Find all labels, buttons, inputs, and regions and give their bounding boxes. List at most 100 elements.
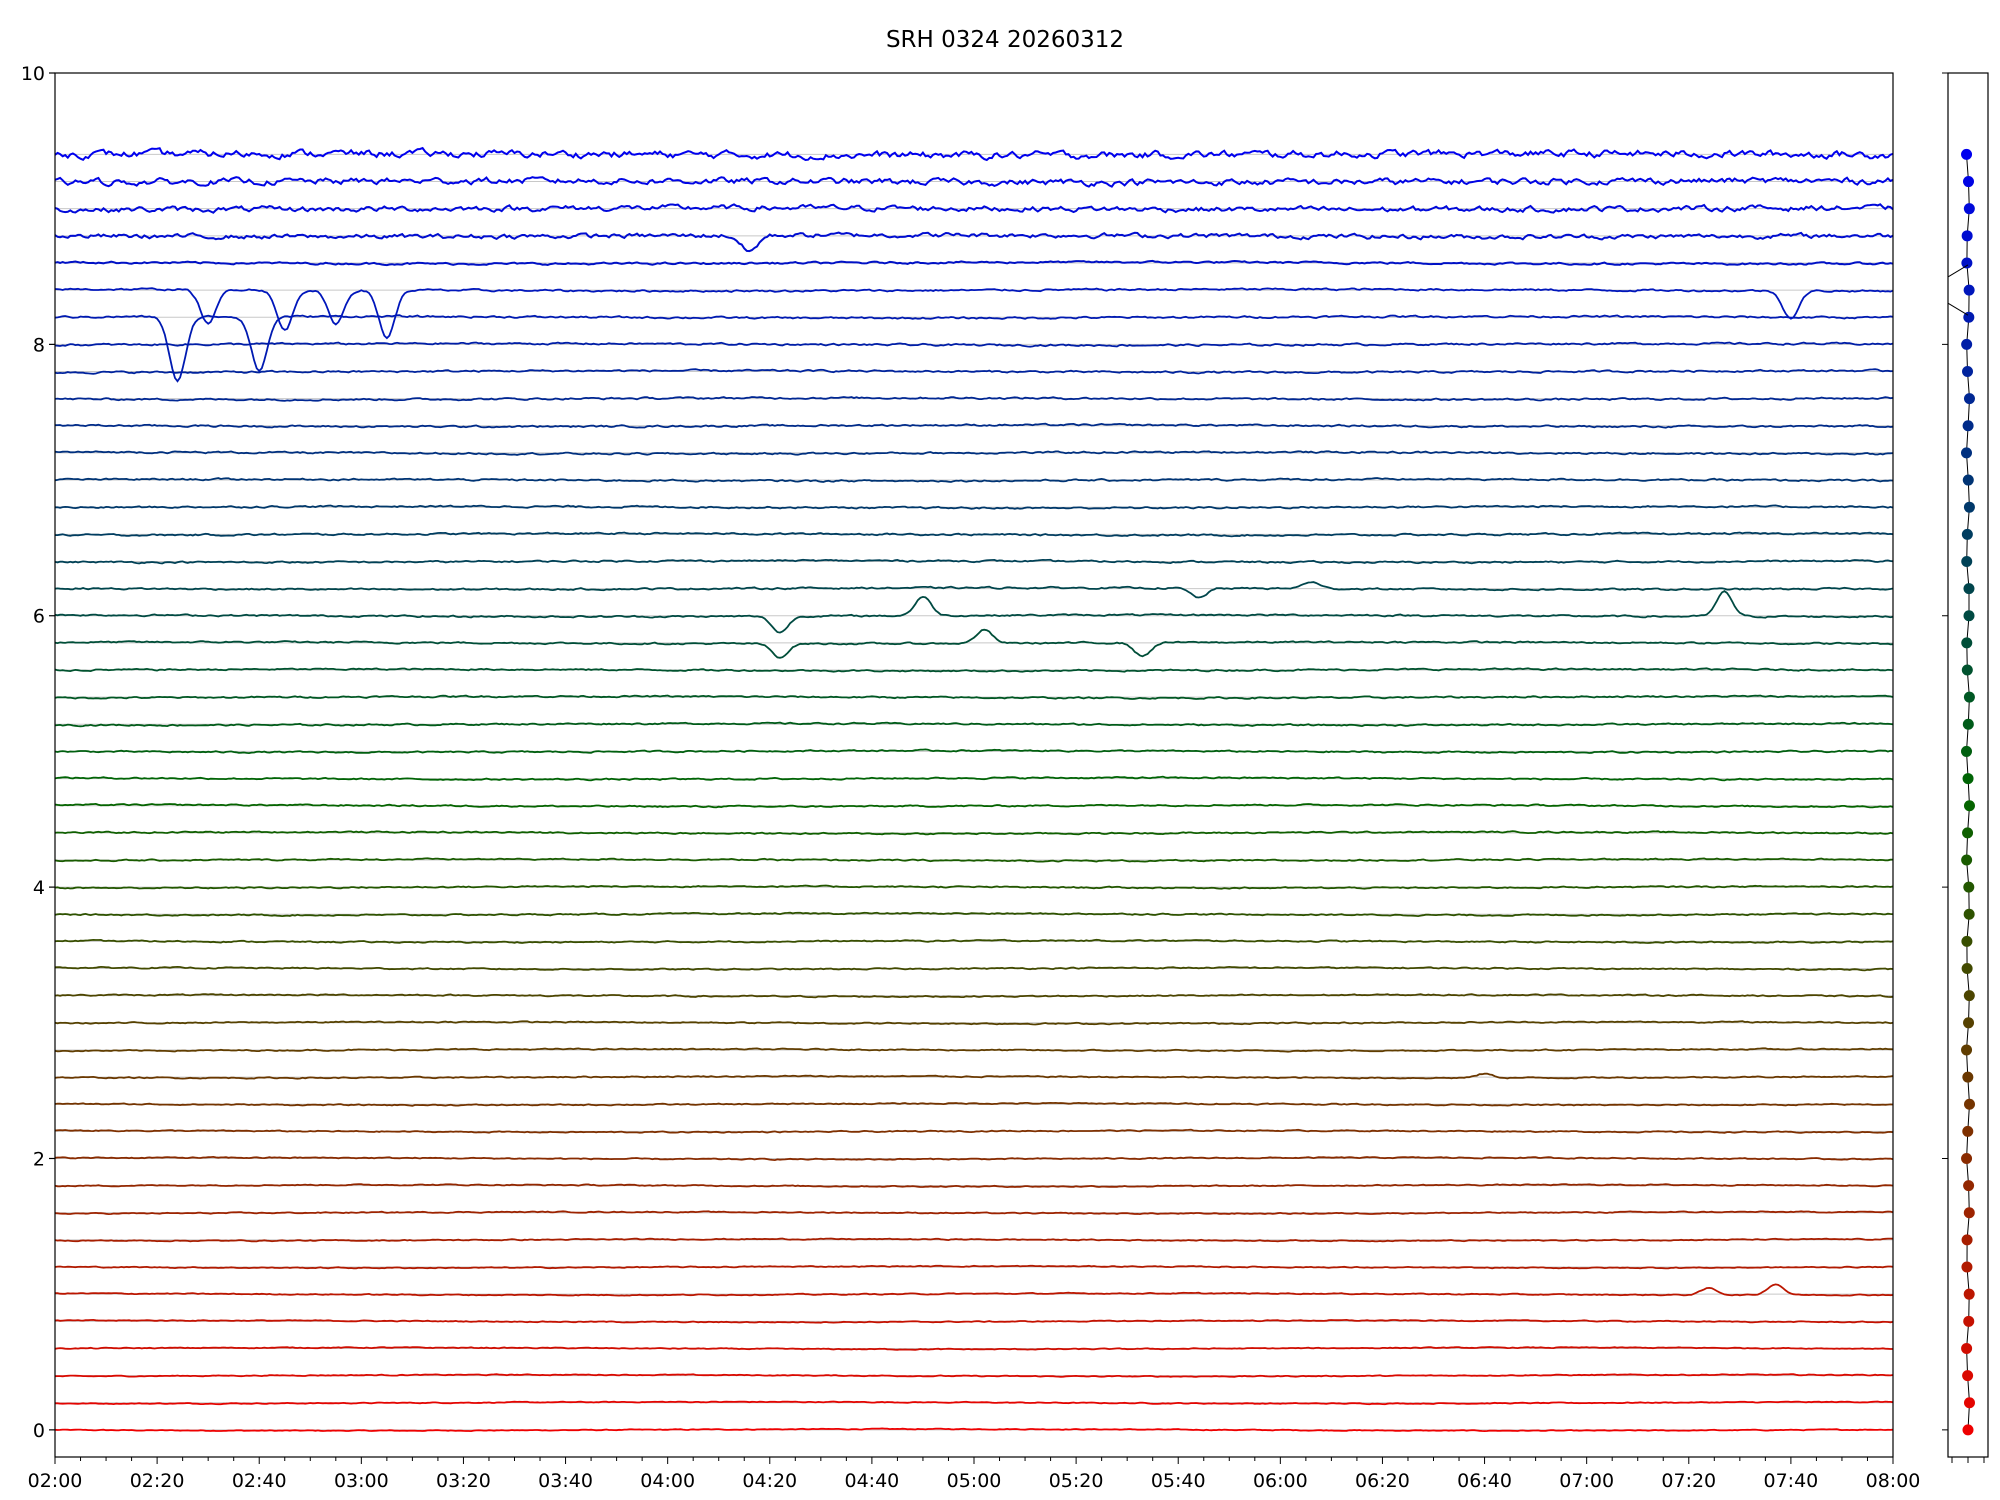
trace-line — [54, 1210, 1894, 1216]
trace-line — [54, 590, 1894, 634]
side-dot — [1961, 745, 1973, 757]
side-dot — [1963, 501, 1975, 513]
trace-line — [54, 368, 1894, 375]
trace-line — [54, 938, 1894, 944]
side-dot — [1963, 990, 1975, 1002]
y-tick-label: 6 — [33, 606, 45, 628]
side-dot — [1963, 610, 1975, 622]
side-dot — [1963, 881, 1975, 893]
side-dot — [1963, 1315, 1975, 1327]
trace-line — [54, 1237, 1894, 1243]
trace-line — [54, 1427, 1894, 1433]
trace-line — [54, 911, 1894, 918]
side-dot — [1961, 338, 1973, 350]
trace-line — [54, 857, 1894, 863]
side-dot — [1963, 800, 1975, 812]
side-dot — [1963, 1207, 1975, 1219]
trace-line — [54, 694, 1894, 700]
trace-line — [54, 1183, 1894, 1189]
y-tick-label: 2 — [33, 1148, 45, 1170]
trace-line — [54, 259, 1894, 267]
trace-line — [54, 1318, 1894, 1324]
trace-line — [54, 721, 1894, 728]
trace-line — [54, 341, 1894, 348]
trace-line — [55, 531, 1894, 538]
side-dot — [1962, 420, 1974, 432]
plot-frame — [54, 72, 1894, 1458]
y-tick-label: 0 — [33, 1420, 45, 1442]
side-dot — [1961, 1044, 1973, 1056]
trace-line — [54, 314, 1894, 383]
x-tick-label: 06:00 — [1253, 1470, 1308, 1492]
x-tick-label: 04:40 — [845, 1470, 900, 1492]
side-dot — [1963, 176, 1974, 188]
side-dot — [1963, 583, 1975, 595]
x-tick-label: 05:40 — [1151, 1470, 1206, 1492]
trace-line — [54, 231, 1894, 253]
x-tick-label: 05:00 — [947, 1470, 1002, 1492]
trace-line — [54, 558, 1894, 565]
trace-line — [55, 1400, 1894, 1406]
side-dot — [1962, 366, 1974, 378]
side-dot — [1963, 691, 1975, 703]
trace-line — [54, 396, 1894, 402]
trace-line — [54, 1155, 1894, 1162]
side-dot — [1961, 854, 1973, 866]
x-tick-label: 04:20 — [742, 1470, 797, 1492]
trace-line — [54, 993, 1894, 999]
chart-title: SRH 0324 20260312 — [886, 27, 1124, 53]
trace-line — [54, 1128, 1894, 1134]
side-dot — [1962, 1125, 1974, 1137]
trace-line — [54, 176, 1894, 188]
trace-line — [54, 422, 1894, 429]
side-dot — [1963, 393, 1975, 405]
trace-line — [54, 450, 1894, 456]
side-dot — [1963, 1098, 1975, 1110]
side-dot — [1962, 474, 1974, 486]
trace-line — [55, 504, 1894, 510]
x-tick-label: 03:20 — [436, 1470, 491, 1492]
x-tick-label: 06:40 — [1457, 1470, 1512, 1492]
side-dot — [1961, 528, 1973, 540]
side-plot — [1942, 72, 1989, 1463]
x-tick-label: 03:00 — [334, 1470, 389, 1492]
side-dot — [1961, 963, 1973, 975]
side-dot — [1962, 1370, 1974, 1382]
y-tick-label: 4 — [33, 877, 45, 899]
side-dot — [1961, 447, 1973, 459]
side-dot — [1961, 1342, 1973, 1354]
side-dot — [1962, 1424, 1974, 1436]
trace-line — [54, 1373, 1894, 1378]
side-dot — [1963, 1397, 1975, 1409]
side-dot — [1963, 1288, 1975, 1300]
side-dot — [1963, 203, 1975, 215]
trace-line — [54, 1264, 1894, 1270]
trace-line — [54, 830, 1894, 836]
side-dot — [1961, 1234, 1973, 1246]
trace-line — [54, 1072, 1894, 1080]
side-dot — [1961, 257, 1973, 269]
trace-line — [54, 1346, 1893, 1351]
main-plot: 0 2 4 6 8 10 02:00 02:20 02:40 03:00 03:20 03:40 04:… — [21, 63, 1921, 1492]
trace-line — [54, 775, 1894, 782]
y-tick-label: 10 — [21, 63, 45, 85]
x-tick-label: 03:40 — [538, 1470, 593, 1492]
x-tick-label: 02:00 — [28, 1470, 83, 1492]
side-dot — [1963, 1017, 1975, 1029]
side-dot — [1962, 827, 1974, 839]
trace-line — [55, 1283, 1894, 1297]
side-dot — [1963, 1180, 1975, 1192]
trace-line — [54, 581, 1894, 599]
side-dot — [1961, 148, 1973, 160]
side-dot — [1961, 637, 1973, 649]
x-tick-label: 02:40 — [232, 1470, 287, 1492]
side-dot — [1962, 773, 1974, 785]
side-dot — [1963, 284, 1975, 296]
side-connector — [1947, 264, 1969, 278]
trace-line — [54, 802, 1894, 809]
side-dot — [1962, 1071, 1974, 1083]
trace-line — [54, 748, 1894, 755]
x-tick-label: 07:40 — [1764, 1470, 1819, 1492]
side-dot — [1961, 664, 1973, 676]
